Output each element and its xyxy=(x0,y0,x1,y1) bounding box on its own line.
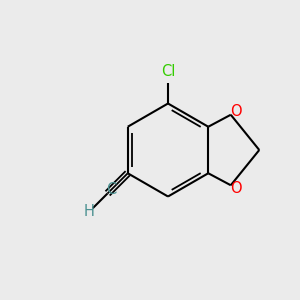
Text: H: H xyxy=(84,204,94,219)
Text: Cl: Cl xyxy=(161,64,175,80)
Text: O: O xyxy=(230,104,242,119)
Text: C: C xyxy=(106,182,117,197)
Text: O: O xyxy=(230,181,242,196)
